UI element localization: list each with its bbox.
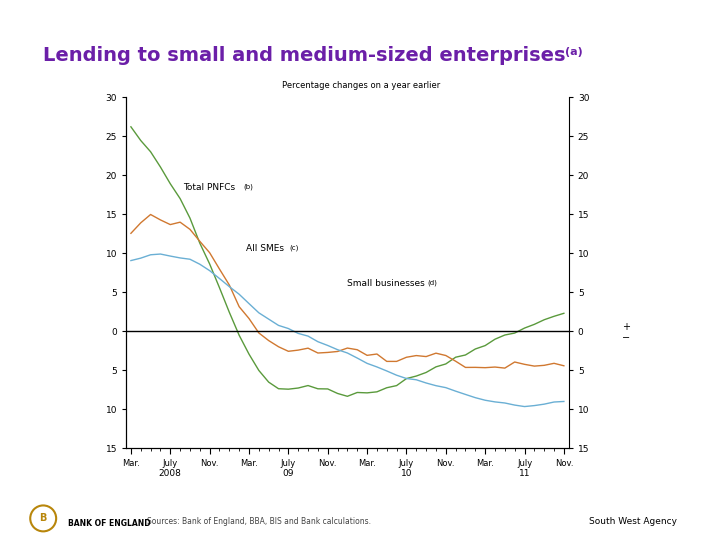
Text: Sources: Bank of England, BBA, BIS and Bank calculations.: Sources: Bank of England, BBA, BIS and B… (147, 517, 372, 526)
Text: (d): (d) (427, 280, 437, 286)
Text: (b): (b) (243, 183, 253, 190)
Text: 11: 11 (519, 469, 530, 477)
Text: South West Agency: South West Agency (589, 517, 677, 526)
Text: Total PNFCs: Total PNFCs (184, 183, 235, 192)
Text: +: + (622, 322, 631, 332)
Text: Lending to small and medium-sized enterprises: Lending to small and medium-sized enterp… (43, 46, 566, 65)
Text: 2008: 2008 (159, 469, 181, 477)
Text: Small businesses: Small businesses (348, 280, 425, 288)
Text: Percentage changes on a year earlier: Percentage changes on a year earlier (282, 81, 440, 90)
Text: 09: 09 (283, 469, 294, 477)
Text: −: − (622, 333, 631, 343)
Text: BANK OF ENGLAND: BANK OF ENGLAND (68, 519, 151, 528)
Text: All SMEs: All SMEs (246, 245, 284, 253)
Text: 10: 10 (401, 469, 412, 477)
Text: (a): (a) (565, 46, 583, 57)
Text: B: B (40, 514, 47, 523)
Text: (c): (c) (290, 245, 300, 251)
